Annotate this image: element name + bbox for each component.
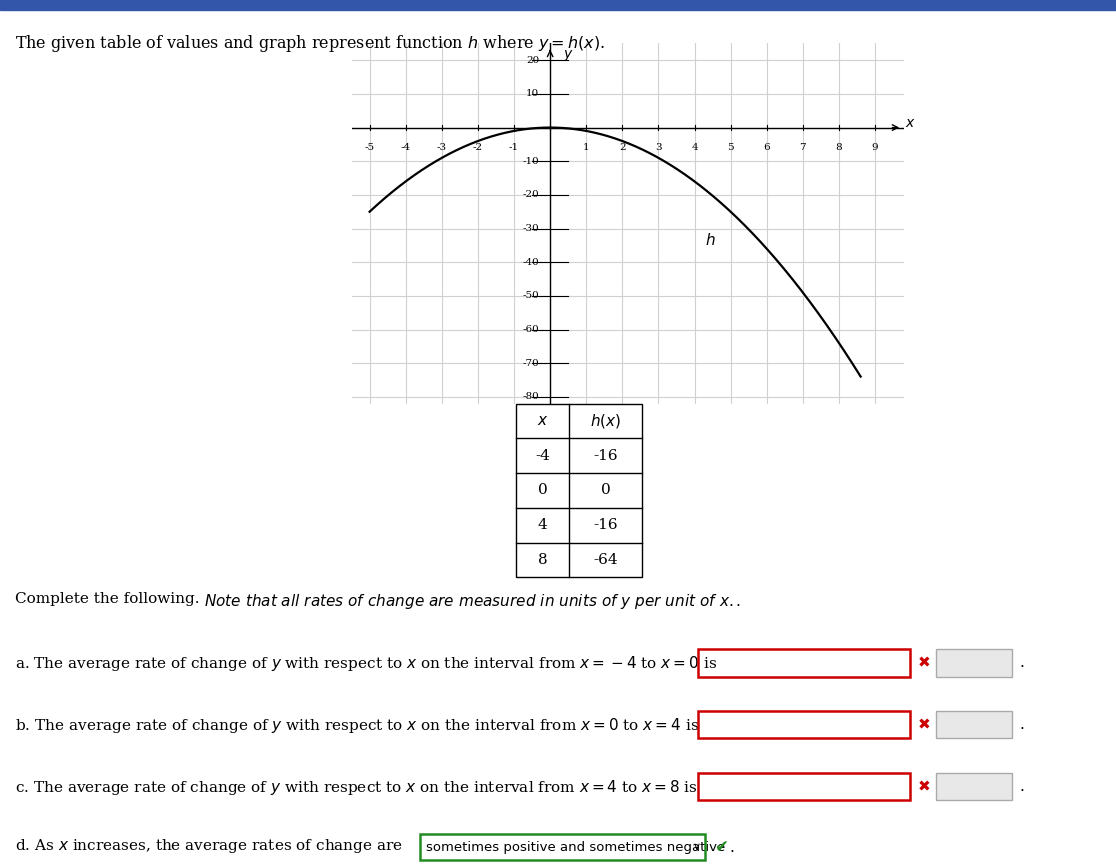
- Text: -2: -2: [473, 142, 483, 152]
- Text: The given table of values and graph represent function $h$ where $y = h(x)$.: The given table of values and graph repr…: [15, 33, 605, 54]
- Text: 4: 4: [691, 142, 698, 152]
- Text: 5: 5: [728, 142, 734, 152]
- Text: $x$: $x$: [537, 414, 548, 428]
- Text: -4: -4: [401, 142, 411, 152]
- Text: -80: -80: [522, 392, 539, 401]
- Text: 8: 8: [836, 142, 843, 152]
- Text: -1: -1: [509, 142, 519, 152]
- Text: 0: 0: [600, 483, 610, 497]
- Text: -30: -30: [522, 224, 539, 233]
- Text: .: .: [730, 840, 734, 855]
- Text: sometimes positive and sometimes negative: sometimes positive and sometimes negativ…: [426, 841, 725, 854]
- Text: $\mathit{Note\ that\ all\ rates\ of\ change\ are\ measured\ in\ units\ of\ }y\ma: $\mathit{Note\ that\ all\ rates\ of\ cha…: [204, 592, 741, 611]
- Text: 6: 6: [763, 142, 770, 152]
- Text: 1: 1: [583, 142, 589, 152]
- Text: -40: -40: [522, 258, 539, 266]
- Text: .: .: [1019, 779, 1023, 794]
- Text: -10: -10: [522, 157, 539, 166]
- Text: 3: 3: [655, 142, 662, 152]
- Text: .: .: [1019, 655, 1023, 670]
- Text: $y$: $y$: [562, 49, 574, 63]
- Text: .: .: [1019, 717, 1023, 732]
- Text: a. The average rate of change of $y$ with respect to $x$ on the interval from $x: a. The average rate of change of $y$ wit…: [15, 654, 716, 673]
- Text: 9: 9: [872, 142, 878, 152]
- Text: 0: 0: [538, 483, 547, 497]
- Text: ✖: ✖: [917, 779, 930, 794]
- Text: -50: -50: [522, 292, 539, 300]
- Text: c. The average rate of change of $y$ with respect to $x$ on the interval from $x: c. The average rate of change of $y$ wit…: [15, 778, 698, 797]
- Text: $x$: $x$: [905, 115, 915, 129]
- Text: 20: 20: [526, 56, 539, 65]
- Text: -4: -4: [535, 449, 550, 463]
- Text: -16: -16: [593, 518, 618, 532]
- Text: ✖: ✖: [917, 655, 930, 670]
- Text: ∨: ∨: [692, 842, 701, 852]
- Text: -60: -60: [522, 325, 539, 334]
- Text: Complete the following.: Complete the following.: [15, 592, 204, 606]
- Text: -3: -3: [436, 142, 446, 152]
- Text: -70: -70: [522, 358, 539, 368]
- Text: ✖: ✖: [917, 717, 930, 732]
- Text: -20: -20: [522, 190, 539, 200]
- Text: Preview: Preview: [949, 780, 1000, 793]
- Text: 4: 4: [538, 518, 547, 532]
- Text: ✔: ✔: [714, 838, 728, 857]
- Text: d. As $x$ increases, the average rates of change are: d. As $x$ increases, the average rates o…: [15, 837, 403, 855]
- Text: -16: -16: [593, 449, 618, 463]
- Text: Preview: Preview: [949, 656, 1000, 669]
- Text: -64: -64: [593, 553, 618, 567]
- Text: $h(x)$: $h(x)$: [590, 412, 620, 430]
- Text: 2: 2: [619, 142, 626, 152]
- Text: Preview: Preview: [949, 718, 1000, 731]
- Text: 7: 7: [799, 142, 806, 152]
- Text: 10: 10: [526, 89, 539, 98]
- Text: -5: -5: [365, 142, 375, 152]
- Text: 8: 8: [538, 553, 547, 567]
- Text: $h$: $h$: [705, 233, 716, 248]
- Text: b. The average rate of change of $y$ with respect to $x$ on the interval from $x: b. The average rate of change of $y$ wit…: [15, 716, 699, 735]
